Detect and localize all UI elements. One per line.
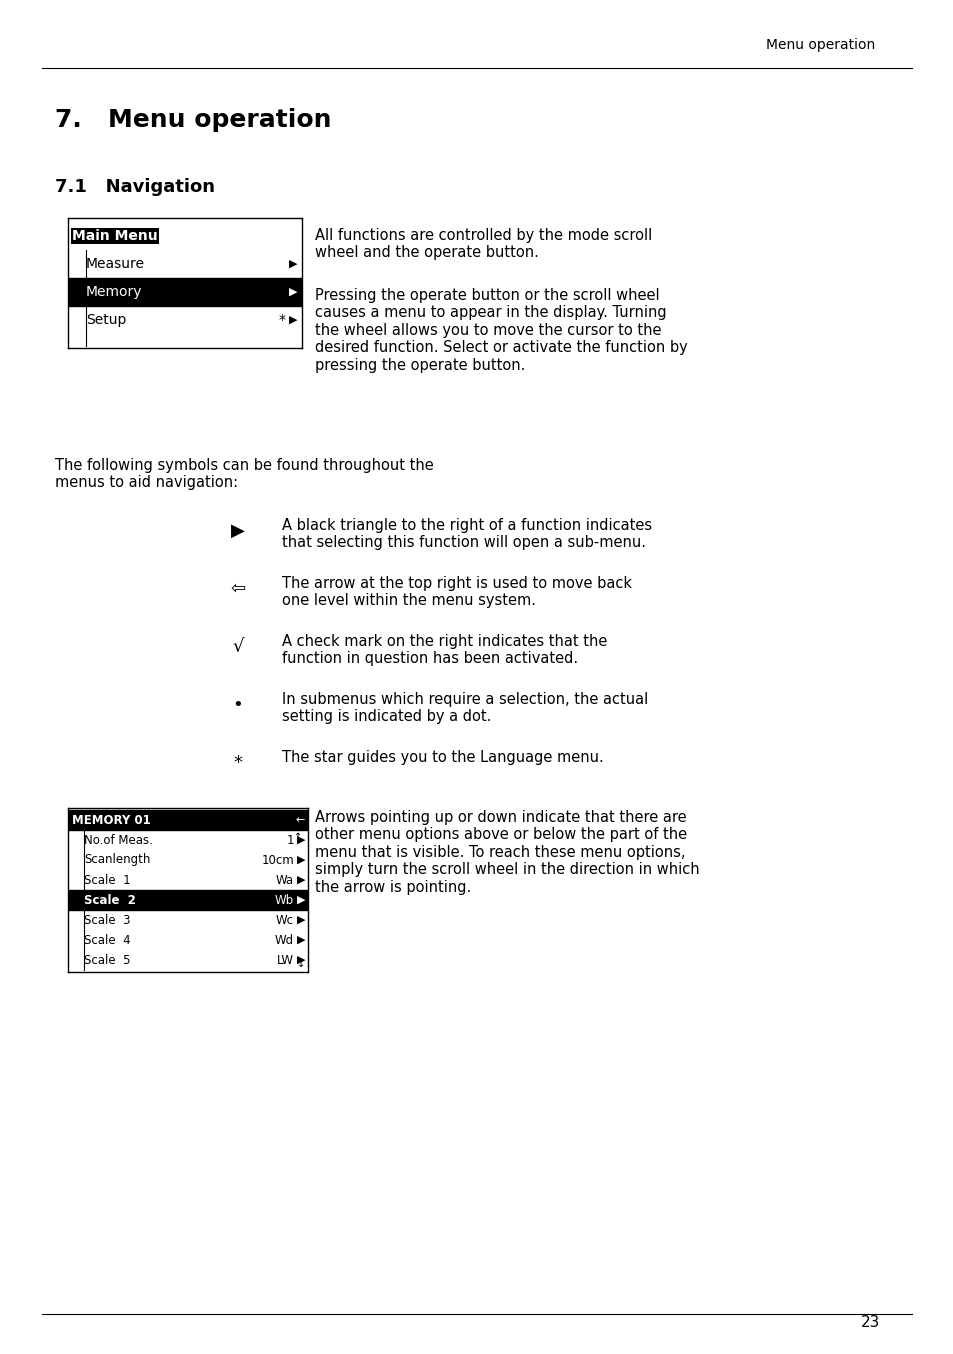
Text: Main Menu: Main Menu — [71, 229, 157, 242]
Text: ▶: ▶ — [288, 259, 296, 269]
Text: ▶: ▶ — [296, 915, 305, 925]
Text: The star guides you to the Language menu.: The star guides you to the Language menu… — [282, 750, 603, 765]
Text: Scale  1: Scale 1 — [84, 873, 131, 887]
Text: ▶: ▶ — [288, 315, 296, 325]
Text: All functions are controlled by the mode scroll
wheel and the operate button.: All functions are controlled by the mode… — [314, 227, 652, 260]
Text: Scale  2: Scale 2 — [84, 894, 135, 906]
Text: Measure: Measure — [86, 257, 145, 271]
Text: MEMORY 01: MEMORY 01 — [71, 814, 151, 826]
Text: Wb: Wb — [274, 894, 294, 906]
Text: ▶: ▶ — [296, 854, 305, 865]
Text: √: √ — [232, 638, 244, 655]
Text: LW: LW — [276, 953, 294, 967]
Text: The following symbols can be found throughout the
menus to aid navigation:: The following symbols can be found throu… — [55, 458, 434, 490]
Text: ▶: ▶ — [296, 895, 305, 904]
Text: *: * — [233, 754, 242, 772]
Text: A check mark on the right indicates that the
function in question has been activ: A check mark on the right indicates that… — [282, 634, 607, 666]
Text: Scale  3: Scale 3 — [84, 914, 131, 926]
Text: Menu operation: Menu operation — [765, 38, 874, 51]
Text: Scale  4: Scale 4 — [84, 933, 131, 946]
Text: 7.1   Navigation: 7.1 Navigation — [55, 177, 214, 196]
Text: •: • — [233, 696, 243, 714]
Text: ↓: ↓ — [296, 959, 305, 969]
Text: ▶: ▶ — [296, 835, 305, 845]
Text: ←: ← — [295, 815, 305, 825]
Text: 23: 23 — [860, 1315, 879, 1330]
Text: Scale  5: Scale 5 — [84, 953, 131, 967]
Text: Wc: Wc — [275, 914, 294, 926]
Bar — [68, 278, 302, 306]
Text: Pressing the operate button or the scroll wheel
causes a menu to appear in the d: Pressing the operate button or the scrol… — [314, 288, 687, 372]
Bar — [68, 810, 308, 830]
Text: ▶: ▶ — [288, 287, 296, 297]
Text: ▶: ▶ — [296, 936, 305, 945]
Text: In submenus which require a selection, the actual
setting is indicated by a dot.: In submenus which require a selection, t… — [282, 692, 648, 724]
Text: The arrow at the top right is used to move back
one level within the menu system: The arrow at the top right is used to mo… — [282, 575, 631, 608]
Text: Memory: Memory — [86, 284, 142, 299]
Text: ↑: ↑ — [294, 831, 302, 842]
Text: Arrows pointing up or down indicate that there are
other menu options above or b: Arrows pointing up or down indicate that… — [314, 810, 699, 895]
Text: Wd: Wd — [274, 933, 294, 946]
Text: 10cm: 10cm — [261, 853, 294, 867]
Text: Setup: Setup — [86, 313, 126, 328]
Text: A black triangle to the right of a function indicates
that selecting this functi: A black triangle to the right of a funct… — [282, 519, 652, 550]
Text: ▶: ▶ — [231, 523, 245, 540]
Text: ▶: ▶ — [296, 875, 305, 886]
Text: 7.   Menu operation: 7. Menu operation — [55, 108, 331, 131]
Text: Wa: Wa — [275, 873, 294, 887]
Bar — [68, 890, 308, 910]
Text: ⇦: ⇦ — [231, 580, 245, 598]
Text: ▶: ▶ — [296, 955, 305, 965]
Text: *: * — [278, 313, 286, 328]
Text: 1: 1 — [286, 834, 294, 846]
Text: Scanlength: Scanlength — [84, 853, 151, 867]
Text: No.of Meas.: No.of Meas. — [84, 834, 152, 846]
